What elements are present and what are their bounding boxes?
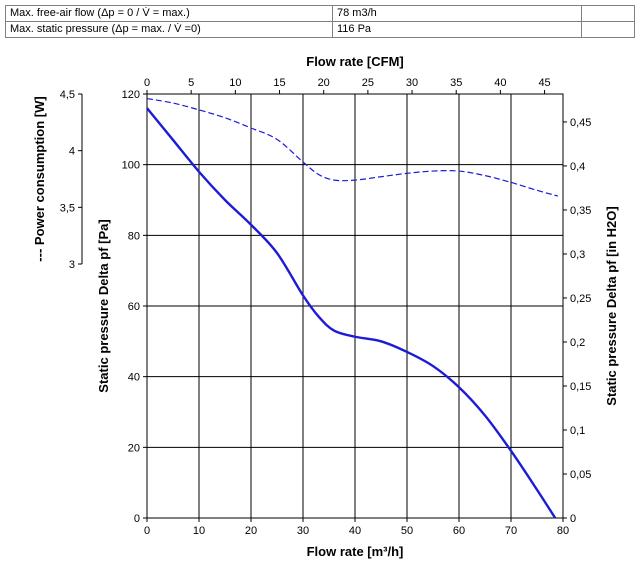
spec-row-static-pressure: Max. static pressure (Δp = max. / V̇ =0)…	[5, 21, 635, 38]
x-tick-label: 40	[349, 525, 361, 537]
y-right-tick-label: 0,35	[570, 205, 591, 217]
power-axis-title: --- Power consumption [W]	[32, 96, 47, 261]
x-tick-label: 20	[245, 525, 257, 537]
spec-extra	[581, 21, 635, 38]
y-right-tick-label: 0	[570, 513, 576, 525]
x-tick-label: 70	[505, 525, 517, 537]
x-top-tick-label: 10	[229, 77, 241, 89]
y-right-tick-label: 0,4	[570, 161, 585, 173]
x-tick-label: 60	[453, 525, 465, 537]
power-tick-label: 4	[69, 146, 75, 158]
y-axis-right-title: Static pressure Delta pf [in H2O]	[604, 206, 619, 405]
y-right-tick-label: 0,3	[570, 249, 585, 261]
y-right-tick-label: 0,15	[570, 381, 591, 393]
y-axis-title: Static pressure Delta pf [Pa]	[96, 219, 111, 392]
y-tick-label: 40	[128, 372, 140, 384]
y-right-tick-label: 0,1	[570, 425, 585, 437]
x-top-tick-label: 0	[144, 77, 150, 89]
grid	[78, 90, 567, 522]
x-tick-label: 30	[297, 525, 309, 537]
x-top-tick-label: 45	[538, 77, 550, 89]
x-axis-title: Flow rate [m³/h]	[307, 544, 404, 559]
plot-frame	[146, 93, 564, 519]
x-top-tick-label: 40	[494, 77, 506, 89]
power-consumption-curve	[146, 97, 558, 197]
x-top-tick-label: 30	[406, 77, 418, 89]
power-tick-label: 3	[69, 259, 75, 271]
y-tick-label: 100	[122, 160, 140, 172]
y-tick-label: 60	[128, 301, 140, 313]
x-tick-label: 50	[401, 525, 413, 537]
y-tick-label: 0	[134, 513, 140, 525]
power-tick-label: 4,5	[60, 89, 75, 101]
x-top-tick-label: 15	[273, 77, 285, 89]
spec-table: Max. free-air flow (Δp = 0 / V̇ = max.) …	[5, 5, 635, 38]
x-top-tick-label: 25	[362, 77, 374, 89]
y-right-tick-label: 0,45	[570, 117, 591, 129]
x-tick-label: 10	[193, 525, 205, 537]
y-right-tick-label: 0,2	[570, 337, 585, 349]
x-tick-label: 80	[557, 525, 569, 537]
y-tick-label: 80	[128, 230, 140, 242]
spec-label: Max. static pressure (Δp = max. / V̇ =0)	[5, 21, 333, 38]
x-top-tick-label: 5	[188, 77, 194, 89]
x-axis-top-title: Flow rate [CFM]	[306, 54, 404, 69]
y-tick-label: 120	[122, 89, 140, 101]
x-top-tick-label: 20	[318, 77, 330, 89]
x-top-tick-label: 35	[450, 77, 462, 89]
y-tick-label: 20	[128, 442, 140, 454]
static-pressure-curve	[146, 107, 557, 519]
power-tick-label: 3,5	[60, 202, 75, 214]
x-tick-label: 0	[144, 525, 150, 537]
y-right-tick-label: 0,25	[570, 293, 591, 305]
y-right-tick-label: 0,05	[570, 469, 591, 481]
curves	[146, 97, 558, 519]
